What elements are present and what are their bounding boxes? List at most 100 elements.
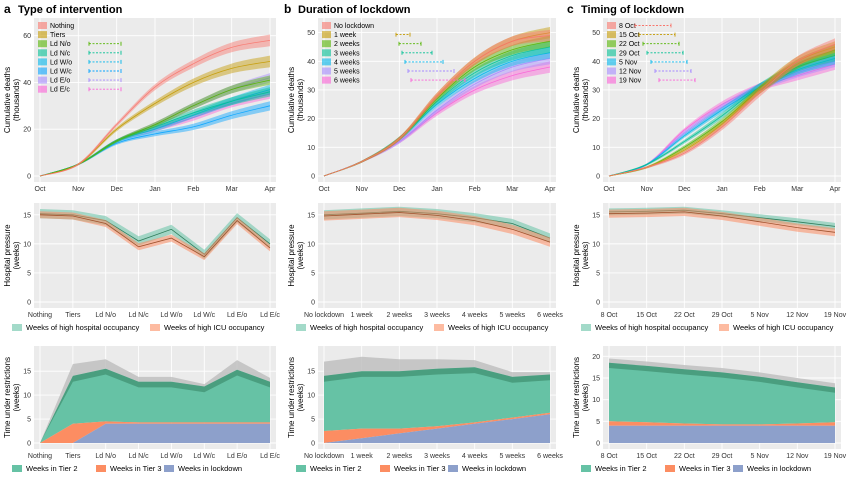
y-tick-label: 5 bbox=[596, 270, 600, 277]
legend-swatch-icu bbox=[719, 324, 729, 331]
x-tick-label: Feb bbox=[754, 186, 766, 193]
y-tick-label: 20 bbox=[307, 116, 315, 123]
x-tick-label: 29 Oct bbox=[712, 453, 733, 460]
y-tick-label: 30 bbox=[307, 87, 315, 94]
series-band bbox=[40, 75, 270, 176]
y-axis-label-line: (weeks) bbox=[581, 241, 590, 269]
x-tick-label: Tiers bbox=[65, 453, 81, 460]
legend-swatch bbox=[38, 22, 47, 29]
y-tick-label: 20 bbox=[592, 116, 600, 123]
legend-label-hospital: Weeks of high hospital occupancy bbox=[595, 323, 709, 332]
legend-label: 5 Nov bbox=[619, 59, 638, 66]
y-tick-label: 30 bbox=[592, 87, 600, 94]
legend-swatch bbox=[380, 465, 390, 472]
y-tick-label: 10 bbox=[307, 241, 315, 248]
y-tick-label: 10 bbox=[307, 393, 315, 400]
x-tick-label: Ld W/c bbox=[193, 312, 215, 319]
series-band bbox=[40, 89, 270, 176]
series-line bbox=[323, 212, 551, 243]
y-axis-label-line: (weeks) bbox=[296, 383, 305, 411]
legend-label: Ld N/c bbox=[50, 50, 71, 57]
area-uncertainty bbox=[324, 356, 550, 377]
x-tick-label: 22 Oct bbox=[674, 312, 695, 319]
legend-swatch bbox=[164, 465, 174, 472]
series-band bbox=[609, 44, 835, 176]
x-tick-label: Feb bbox=[187, 186, 199, 193]
x-tick-label: Apr bbox=[830, 186, 842, 193]
x-tick-label: Ld N/c bbox=[128, 453, 149, 460]
legend-label-icu: Weeks of high ICU occupancy bbox=[733, 323, 834, 332]
x-tick-label: Jan bbox=[716, 186, 727, 193]
legend-label: Ld W/c bbox=[50, 69, 72, 76]
legend-swatch bbox=[581, 465, 591, 472]
chart-c-mid: 0 5 10 15 8 Oct 15 Oct 22 Oct 29 Oct 5 Nov 12 Nov… bbox=[572, 203, 847, 332]
legend-label: Weeks in Tier 2 bbox=[310, 464, 362, 473]
x-tick-label: Nothing bbox=[28, 312, 52, 319]
legend-label: Weeks in Tier 3 bbox=[110, 464, 162, 473]
y-tick-label: 40 bbox=[592, 59, 600, 66]
chart-a-bot: 0 5 10 15 Nothing Tiers Ld N/o Ld N/c Ld W/o Ld W… bbox=[3, 346, 280, 473]
legend-swatch-icu bbox=[434, 324, 444, 331]
legend-label: 22 Oct bbox=[619, 41, 640, 48]
legend-label: 2 weeks bbox=[334, 41, 360, 48]
x-tick-label: 5 Nov bbox=[751, 312, 770, 319]
legend-swatch bbox=[322, 49, 331, 57]
panel-letter-c: c bbox=[567, 2, 574, 16]
legend-swatch bbox=[607, 22, 616, 29]
y-tick-label: 20 bbox=[592, 354, 600, 361]
series-band bbox=[324, 207, 550, 247]
x-tick-label: Ld W/o bbox=[160, 453, 182, 460]
x-tick-label: 5 Nov bbox=[751, 453, 770, 460]
x-tick-label: Feb bbox=[469, 186, 481, 193]
y-axis-label: Hospital pressure (weeks) bbox=[572, 224, 590, 287]
area-lockdown bbox=[609, 425, 835, 443]
legend-swatch bbox=[322, 22, 331, 29]
area-tier3 bbox=[609, 421, 835, 426]
area-lockdown bbox=[40, 423, 270, 443]
x-tick-label: Jan bbox=[431, 186, 442, 193]
legend-label: Weeks in Tier 3 bbox=[679, 464, 731, 473]
legend-label: 4 weeks bbox=[334, 59, 360, 66]
x-tick-label: Tiers bbox=[65, 312, 81, 319]
x-tick-label: Dec bbox=[110, 186, 123, 193]
y-tick-label: 10 bbox=[592, 397, 600, 404]
legend-swatch-hospital bbox=[581, 324, 591, 331]
panel-title-a: Type of intervention bbox=[18, 4, 123, 16]
legend-swatch bbox=[665, 465, 675, 472]
x-tick-label: Mar bbox=[791, 186, 804, 193]
series-band bbox=[40, 34, 270, 176]
legend-label: Ld E/o bbox=[50, 78, 70, 85]
y-axis-label-line: (weeks) bbox=[12, 383, 21, 411]
legend-swatch bbox=[607, 76, 616, 84]
y-axis-label-line: Hospital pressure bbox=[572, 224, 581, 287]
legend-swatch bbox=[38, 40, 47, 48]
legend-label: Nothing bbox=[50, 23, 74, 30]
x-tick-label: Ld E/c bbox=[260, 453, 280, 460]
legend-swatch bbox=[322, 76, 331, 84]
x-tick-label: Jan bbox=[149, 186, 160, 193]
series-band bbox=[609, 207, 835, 237]
y-axis-label-line: Cumulative deaths bbox=[3, 67, 12, 133]
legend-swatch bbox=[38, 31, 47, 39]
legend-label: Weeks in lockdown bbox=[462, 464, 526, 473]
legend-label-icu: Weeks of high ICU occupancy bbox=[164, 323, 265, 332]
x-tick-label: Oct bbox=[319, 186, 330, 193]
area-tier2-overlap bbox=[609, 362, 835, 393]
x-tick-label: 6 weeks bbox=[537, 312, 563, 319]
y-axis-label-line: (weeks) bbox=[12, 241, 21, 269]
x-tick-label: Nov bbox=[640, 186, 653, 193]
legend-swatch bbox=[38, 67, 47, 75]
legend-swatch bbox=[296, 465, 306, 472]
y-tick-label: 20 bbox=[23, 127, 31, 134]
series-line bbox=[39, 214, 271, 258]
legend-label: Weeks in lockdown bbox=[747, 464, 811, 473]
series-band bbox=[324, 35, 550, 176]
y-axis-label: Cumulative deaths (thousands) bbox=[3, 67, 21, 133]
y-axis-label: Hospital pressure (weeks) bbox=[287, 224, 305, 287]
y-tick-label: 10 bbox=[23, 241, 31, 248]
area-uncertainty bbox=[40, 359, 270, 443]
chart-b-top: 0 10 20 30 40 50 Oct Nov Dec Jan Feb Mar Apr Cumulati… bbox=[287, 18, 556, 193]
x-tick-label: 19 Nov bbox=[824, 312, 847, 319]
series-band bbox=[324, 52, 550, 177]
y-tick-label: 0 bbox=[596, 441, 600, 448]
